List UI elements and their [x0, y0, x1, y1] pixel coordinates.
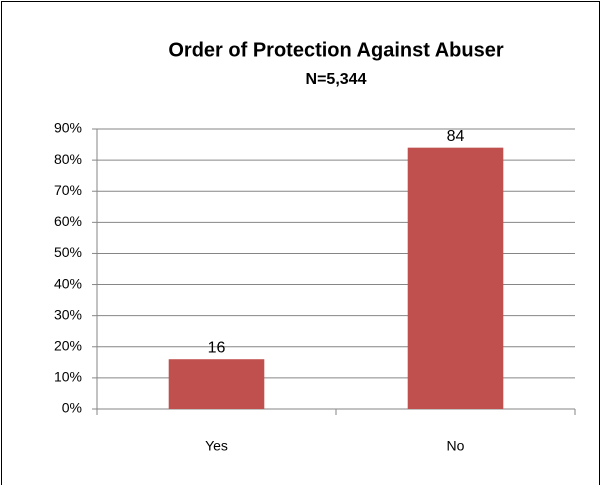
bar [168, 359, 265, 409]
y-tick-label: 0% [62, 400, 82, 416]
bar [407, 147, 504, 409]
data-label: 16 [208, 339, 226, 356]
y-tick-label: 90% [54, 120, 82, 136]
x-tick-label: No [447, 438, 465, 454]
y-tick-label: 30% [54, 306, 82, 322]
y-tick-label: 50% [54, 244, 82, 260]
y-tick-label: 10% [54, 369, 82, 385]
chart-subtitle: N=5,344 [306, 71, 367, 88]
data-label: 84 [447, 128, 465, 145]
y-tick-label: 40% [54, 275, 82, 291]
y-tick-label: 20% [54, 337, 82, 353]
y-tick-label: 80% [54, 151, 82, 167]
x-tick-label: Yes [205, 438, 228, 454]
chart-title: Order of Protection Against Abuser [168, 39, 503, 61]
y-tick-label: 60% [54, 213, 82, 229]
y-tick-label: 70% [54, 182, 82, 198]
